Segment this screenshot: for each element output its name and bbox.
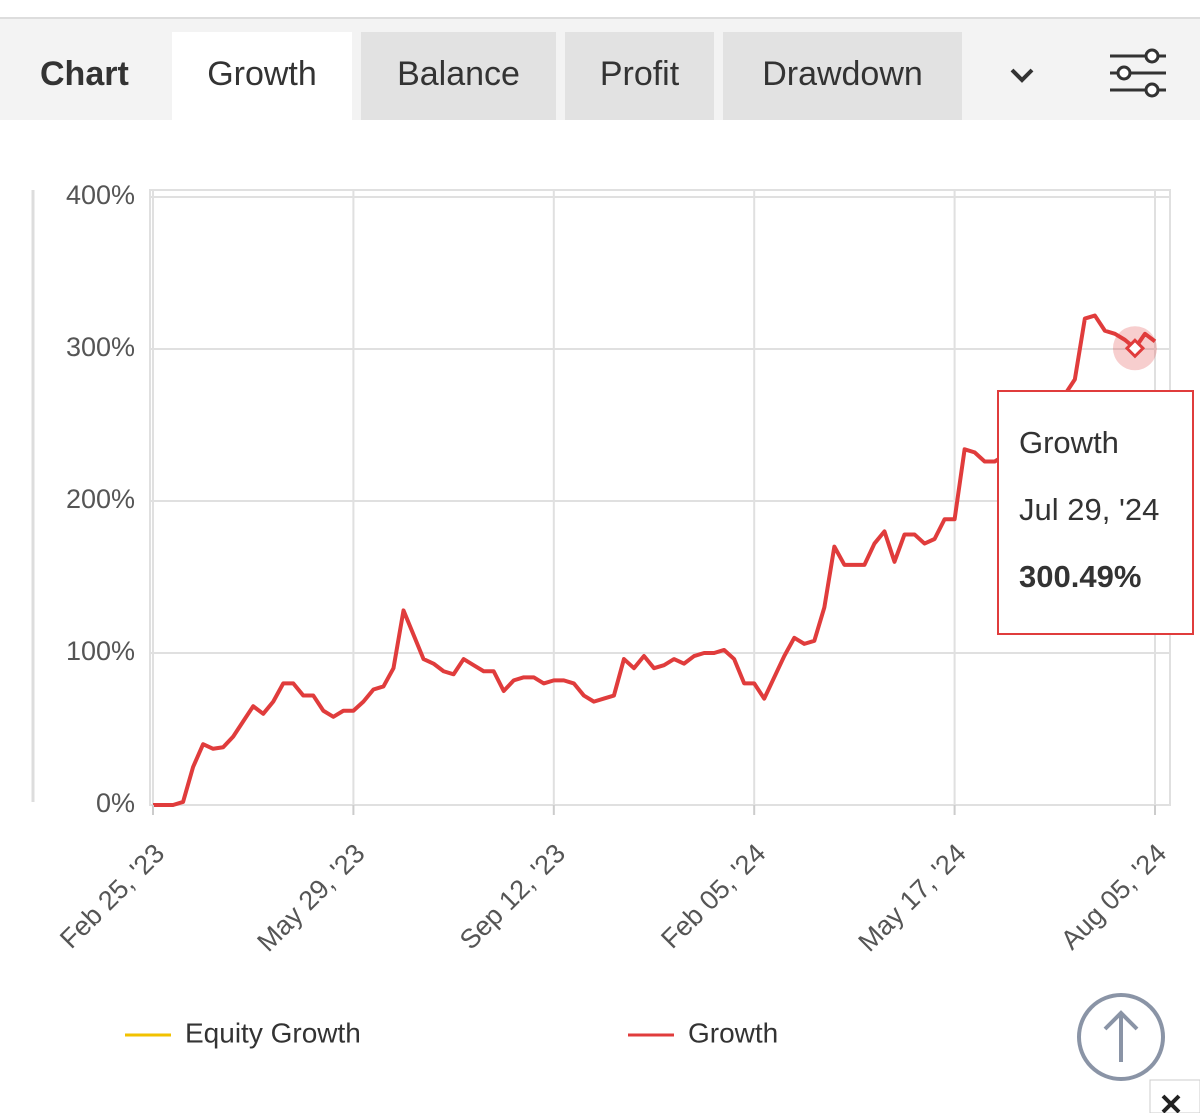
settings-icon[interactable] (1110, 48, 1166, 98)
scroll-top-icon (1103, 1010, 1139, 1062)
tooltip-date: Jul 29, '24 (1019, 492, 1159, 527)
x-tick-label: May 17, '24 (853, 838, 972, 957)
x-tick-label: May 29, '23 (251, 838, 370, 957)
series-line (153, 313, 1157, 807)
y-tick-label: 200% (66, 484, 135, 514)
tab[interactable] (723, 32, 962, 120)
x-tick-label: Feb 25, '23 (54, 838, 170, 954)
tooltip-value: 300.49% (1019, 559, 1141, 594)
tab[interactable] (172, 32, 352, 120)
tab-label: Growth (207, 55, 317, 93)
tab[interactable] (361, 32, 556, 120)
tab[interactable] (565, 32, 714, 120)
y-tick-label: 400% (66, 180, 135, 210)
tooltip: Growth Jul 29, '24 300.49% (997, 390, 1194, 635)
hover-marker (1124, 338, 1146, 359)
legend-label[interactable]: Equity Growth (185, 1017, 361, 1048)
x-tick-label: Feb 05, '24 (655, 838, 771, 954)
y-tick-label: 300% (66, 332, 135, 362)
tab-bar-label: Chart (40, 55, 129, 93)
tooltip-series: Growth (1019, 425, 1119, 460)
tab-label: Balance (397, 55, 520, 93)
tab-label: Profit (600, 55, 680, 93)
tab-label: Drawdown (762, 55, 923, 93)
x-tick-label: Sep 12, '23 (454, 838, 571, 955)
legend-label[interactable]: Growth (688, 1017, 778, 1048)
close-icon (1161, 1094, 1181, 1114)
x-tick-label: Aug 05, '24 (1055, 838, 1172, 955)
y-tick-label: 0% (96, 788, 135, 818)
y-tick-label: 100% (66, 636, 135, 666)
more-tabs[interactable] (1010, 68, 1034, 83)
